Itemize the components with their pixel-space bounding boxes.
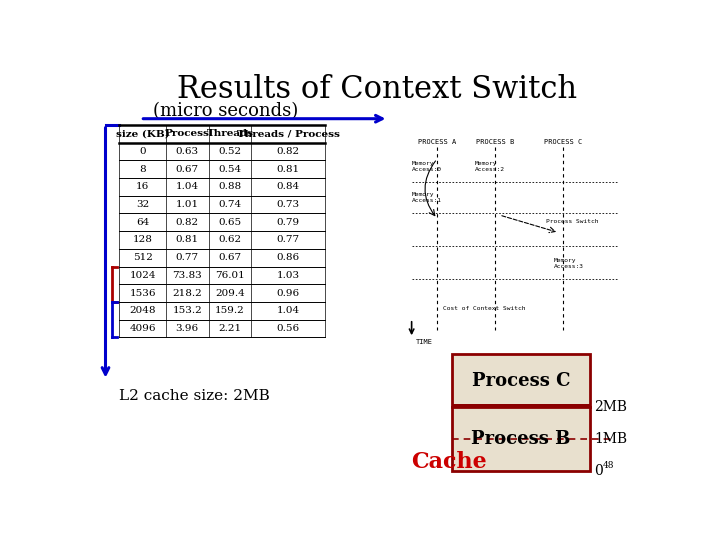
- Text: PROCESS A: PROCESS A: [418, 139, 456, 145]
- Text: 209.4: 209.4: [215, 288, 245, 298]
- Bar: [452, 354, 590, 408]
- Text: 73.83: 73.83: [172, 271, 202, 280]
- Text: size (KB): size (KB): [116, 129, 169, 138]
- Text: 48: 48: [603, 462, 615, 470]
- Text: 0.84: 0.84: [276, 183, 300, 191]
- Text: TIME: TIME: [415, 339, 433, 345]
- Text: Cache: Cache: [412, 451, 487, 473]
- Text: 0.86: 0.86: [276, 253, 300, 262]
- Text: 512: 512: [132, 253, 153, 262]
- Text: 0.65: 0.65: [218, 218, 241, 227]
- Text: 0.79: 0.79: [276, 218, 300, 227]
- Text: 0.96: 0.96: [276, 288, 300, 298]
- Text: 76.01: 76.01: [215, 271, 245, 280]
- Text: 0.82: 0.82: [176, 218, 199, 227]
- Text: 0.67: 0.67: [218, 253, 241, 262]
- Text: 1.01: 1.01: [176, 200, 199, 209]
- Text: 0.56: 0.56: [276, 324, 300, 333]
- Text: 0.88: 0.88: [218, 183, 241, 191]
- Text: 0: 0: [595, 464, 603, 478]
- Text: 2.21: 2.21: [218, 324, 241, 333]
- Text: 0.67: 0.67: [176, 165, 199, 174]
- Text: 0.52: 0.52: [218, 147, 241, 156]
- Text: Results of Context Switch: Results of Context Switch: [176, 74, 577, 105]
- Text: 32: 32: [136, 200, 149, 209]
- Text: 0.81: 0.81: [176, 235, 199, 245]
- Text: 1MB: 1MB: [595, 433, 628, 447]
- Text: Memory
Access:3: Memory Access:3: [554, 258, 583, 269]
- Text: PROCESS B: PROCESS B: [476, 139, 515, 145]
- Text: Memory
Access:0: Memory Access:0: [412, 161, 441, 172]
- Text: 0.77: 0.77: [276, 235, 300, 245]
- Text: 2048: 2048: [130, 306, 156, 315]
- Text: 64: 64: [136, 218, 149, 227]
- Text: 0.74: 0.74: [218, 200, 241, 209]
- Text: 1.04: 1.04: [276, 306, 300, 315]
- Text: 0.81: 0.81: [276, 165, 300, 174]
- Text: 1.04: 1.04: [176, 183, 199, 191]
- Text: Threads: Threads: [207, 129, 253, 138]
- Text: Cost of Context Switch: Cost of Context Switch: [443, 306, 525, 310]
- Text: 0.73: 0.73: [276, 200, 300, 209]
- Text: 0: 0: [140, 147, 146, 156]
- Text: Memory
Access:2: Memory Access:2: [474, 161, 505, 172]
- Text: (micro seconds): (micro seconds): [153, 102, 298, 120]
- Text: Threads / Process: Threads / Process: [237, 129, 339, 138]
- Text: 1024: 1024: [130, 271, 156, 280]
- Text: Process B: Process B: [471, 430, 570, 448]
- Text: L2 cache size: 2MB: L2 cache size: 2MB: [120, 389, 270, 403]
- Text: 0.63: 0.63: [176, 147, 199, 156]
- Text: 159.2: 159.2: [215, 306, 245, 315]
- Text: 0.77: 0.77: [176, 253, 199, 262]
- Text: 8: 8: [140, 165, 146, 174]
- Text: Memory
Access:1: Memory Access:1: [412, 192, 441, 202]
- Text: Process C: Process C: [472, 372, 570, 389]
- Bar: [452, 403, 590, 411]
- Text: 0.54: 0.54: [218, 165, 241, 174]
- Text: 1536: 1536: [130, 288, 156, 298]
- Text: 4096: 4096: [130, 324, 156, 333]
- Text: 1.03: 1.03: [276, 271, 300, 280]
- Text: PROCESS C: PROCESS C: [544, 139, 582, 145]
- Text: 16: 16: [136, 183, 149, 191]
- Text: 3.96: 3.96: [176, 324, 199, 333]
- Text: 153.2: 153.2: [172, 306, 202, 315]
- Text: 2MB: 2MB: [595, 401, 628, 415]
- Text: 218.2: 218.2: [172, 288, 202, 298]
- Text: 0.62: 0.62: [218, 235, 241, 245]
- Text: 0.82: 0.82: [276, 147, 300, 156]
- Bar: [452, 408, 590, 471]
- Text: 128: 128: [132, 235, 153, 245]
- Text: Process: Process: [165, 129, 210, 138]
- Text: Process Switch: Process Switch: [546, 219, 598, 225]
